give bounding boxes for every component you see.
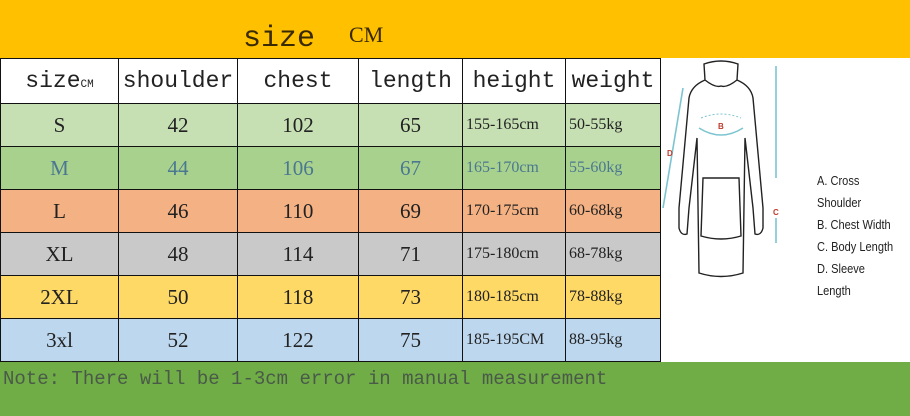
cell-weight: 60-68kg bbox=[565, 189, 661, 233]
cell-weight: 50-55kg bbox=[565, 103, 661, 147]
measurement-note: Note: There will be 1-3cm error in manua… bbox=[3, 368, 608, 390]
cell-weight: 88-95kg bbox=[565, 318, 661, 362]
header-shoulder: shoulder bbox=[118, 58, 238, 104]
cell-length: 69 bbox=[358, 189, 463, 233]
table-row: L 46 110 69 170-175cm 60-68kg bbox=[0, 189, 661, 233]
cell-shoulder: 46 bbox=[118, 189, 238, 233]
top-banner: size CM bbox=[0, 0, 910, 58]
cell-size: XL bbox=[0, 232, 119, 276]
cell-chest: 114 bbox=[237, 232, 359, 276]
cell-weight: 68-78kg bbox=[565, 232, 661, 276]
header-chest: chest bbox=[237, 58, 359, 104]
cell-size: M bbox=[0, 146, 119, 190]
table-row: 3xl 52 122 75 185-195CM 88-95kg bbox=[0, 318, 661, 362]
table-row: 2XL 50 118 73 180-185cm 78-88kg bbox=[0, 275, 661, 319]
legend-item: D. Sleeve Length bbox=[817, 261, 865, 298]
cell-length: 65 bbox=[358, 103, 463, 147]
title-unit: CM bbox=[349, 22, 384, 47]
cell-size: 3xl bbox=[0, 318, 119, 362]
marker-b: B bbox=[718, 122, 724, 131]
cell-chest: 118 bbox=[237, 275, 359, 319]
size-table: sizeCM shoulder chest length height weig… bbox=[0, 58, 661, 362]
cell-shoulder: 42 bbox=[118, 103, 238, 147]
cell-size: L bbox=[0, 189, 119, 233]
cell-length: 75 bbox=[358, 318, 463, 362]
cell-weight: 78-88kg bbox=[565, 275, 661, 319]
header-weight: weight bbox=[565, 58, 661, 104]
legend-item: C. Body Length bbox=[817, 239, 894, 254]
measurement-legend: A. Cross Shoulder B. Chest Width C. Body… bbox=[817, 170, 896, 302]
header-size: sizeCM bbox=[0, 58, 119, 104]
cell-chest: 106 bbox=[237, 146, 359, 190]
header-length: length bbox=[358, 58, 463, 104]
legend-item: B. Chest Width bbox=[817, 217, 891, 232]
cell-height: 175-180cm bbox=[462, 232, 566, 276]
measurement-diagram: A B C D A. Cross Shoulder B. Chest Width… bbox=[661, 47, 910, 362]
cell-weight: 55-60kg bbox=[565, 146, 661, 190]
marker-d: D bbox=[667, 149, 673, 158]
cell-length: 73 bbox=[358, 275, 463, 319]
cell-length: 71 bbox=[358, 232, 463, 276]
table-row: M 44 106 67 165-170cm 55-60kg bbox=[0, 146, 661, 190]
table-row: S 42 102 65 155-165cm 50-55kg bbox=[0, 103, 661, 147]
cell-shoulder: 52 bbox=[118, 318, 238, 362]
legend-item: A. Cross Shoulder bbox=[817, 173, 862, 210]
cell-chest: 122 bbox=[237, 318, 359, 362]
header-height: height bbox=[462, 58, 566, 104]
header-row: sizeCM shoulder chest length height weig… bbox=[0, 58, 661, 104]
hoodie-icon: A B C D bbox=[662, 47, 779, 278]
cell-height: 170-175cm bbox=[462, 189, 566, 233]
cell-height: 185-195CM bbox=[462, 318, 566, 362]
marker-c: C bbox=[773, 208, 779, 217]
cell-shoulder: 50 bbox=[118, 275, 238, 319]
cell-length: 67 bbox=[358, 146, 463, 190]
chart-title: size CM bbox=[243, 22, 383, 56]
cell-shoulder: 48 bbox=[118, 232, 238, 276]
cell-height: 180-185cm bbox=[462, 275, 566, 319]
cell-shoulder: 44 bbox=[118, 146, 238, 190]
cell-size: 2XL bbox=[0, 275, 119, 319]
title-text: size bbox=[243, 22, 316, 56]
cell-chest: 110 bbox=[237, 189, 359, 233]
cell-height: 165-170cm bbox=[462, 146, 566, 190]
cell-height: 155-165cm bbox=[462, 103, 566, 147]
cell-size: S bbox=[0, 103, 119, 147]
bottom-banner: Note: There will be 1-3cm error in manua… bbox=[0, 362, 910, 416]
cell-chest: 102 bbox=[237, 103, 359, 147]
table-row: XL 48 114 71 175-180cm 68-78kg bbox=[0, 232, 661, 276]
